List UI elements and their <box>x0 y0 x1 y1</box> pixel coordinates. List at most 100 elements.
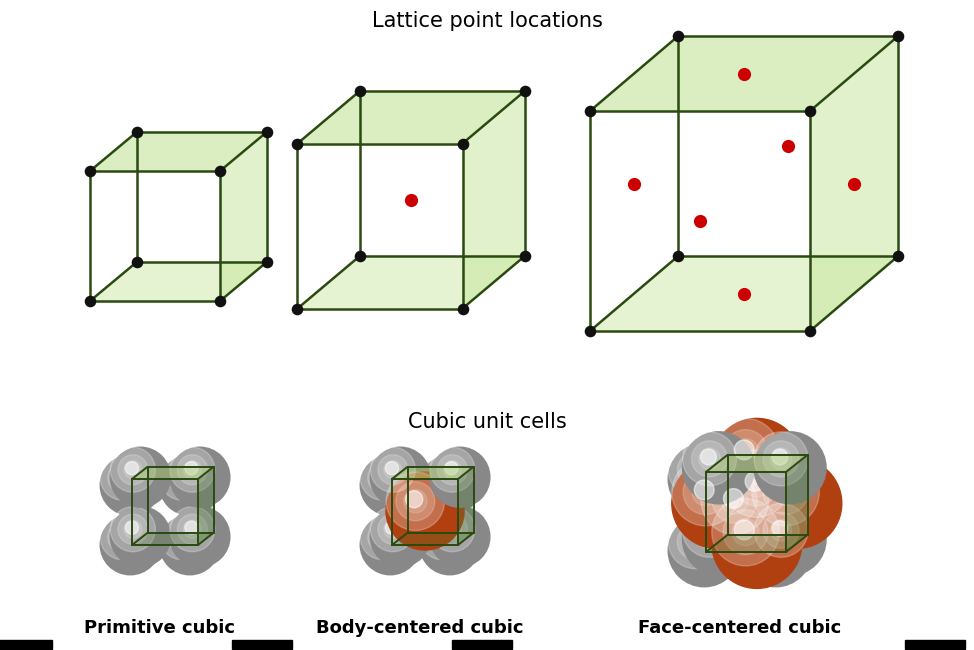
Circle shape <box>700 449 717 465</box>
Text: Primitive cubic: Primitive cubic <box>85 619 236 637</box>
Point <box>289 138 305 149</box>
Circle shape <box>428 522 457 552</box>
Circle shape <box>115 470 129 483</box>
Circle shape <box>756 460 777 481</box>
Circle shape <box>360 455 420 515</box>
Circle shape <box>378 455 408 485</box>
Point <box>670 251 686 261</box>
Circle shape <box>437 514 468 544</box>
Circle shape <box>110 507 156 552</box>
Circle shape <box>420 515 480 575</box>
Circle shape <box>683 503 755 575</box>
Circle shape <box>772 449 788 465</box>
Circle shape <box>370 507 431 567</box>
Point <box>626 178 642 188</box>
Circle shape <box>160 515 220 575</box>
Circle shape <box>100 515 161 575</box>
Circle shape <box>433 528 451 546</box>
Point <box>803 106 818 116</box>
Circle shape <box>701 467 768 534</box>
Circle shape <box>683 432 736 486</box>
Circle shape <box>118 455 148 485</box>
Circle shape <box>754 503 826 575</box>
Point <box>670 31 686 42</box>
Circle shape <box>375 470 389 483</box>
Circle shape <box>118 514 148 544</box>
Circle shape <box>712 499 802 588</box>
Polygon shape <box>392 467 473 479</box>
Circle shape <box>173 469 191 487</box>
Bar <box>905 640 965 649</box>
Circle shape <box>668 443 740 515</box>
Circle shape <box>360 455 405 500</box>
Circle shape <box>723 510 768 554</box>
Point <box>517 86 533 96</box>
Circle shape <box>693 478 719 506</box>
Circle shape <box>374 469 392 487</box>
Circle shape <box>774 480 794 500</box>
Circle shape <box>114 469 131 487</box>
Circle shape <box>437 455 468 485</box>
Polygon shape <box>706 535 807 552</box>
Circle shape <box>732 439 759 465</box>
Circle shape <box>433 469 451 487</box>
Circle shape <box>110 447 156 492</box>
Circle shape <box>723 430 768 474</box>
Circle shape <box>174 470 188 483</box>
Circle shape <box>772 521 788 536</box>
Point <box>259 127 275 137</box>
Circle shape <box>743 470 769 497</box>
Circle shape <box>168 522 198 552</box>
Circle shape <box>185 521 198 534</box>
Polygon shape <box>786 455 807 552</box>
Circle shape <box>734 440 754 460</box>
Circle shape <box>430 447 475 492</box>
Circle shape <box>177 514 207 544</box>
Circle shape <box>434 470 448 483</box>
Circle shape <box>723 450 812 540</box>
Point <box>353 250 368 261</box>
Point <box>455 304 470 314</box>
Circle shape <box>395 482 434 521</box>
Circle shape <box>115 529 129 542</box>
Polygon shape <box>590 36 898 111</box>
Circle shape <box>368 522 397 552</box>
Circle shape <box>420 515 465 560</box>
Circle shape <box>386 462 398 474</box>
Point <box>780 141 796 151</box>
Circle shape <box>752 458 842 549</box>
Circle shape <box>378 514 408 544</box>
Circle shape <box>100 455 161 515</box>
Circle shape <box>169 447 230 507</box>
Circle shape <box>763 470 808 515</box>
Circle shape <box>732 519 759 545</box>
Circle shape <box>687 532 702 548</box>
Circle shape <box>384 520 402 538</box>
Circle shape <box>668 515 740 587</box>
Circle shape <box>169 447 215 492</box>
Circle shape <box>677 452 713 488</box>
Circle shape <box>114 528 131 546</box>
Circle shape <box>384 461 402 478</box>
Point <box>82 296 97 306</box>
Polygon shape <box>220 132 267 301</box>
Text: Lattice point locations: Lattice point locations <box>371 11 603 31</box>
Circle shape <box>745 471 765 491</box>
Circle shape <box>108 463 137 493</box>
Circle shape <box>108 522 137 552</box>
Point <box>403 194 419 205</box>
Circle shape <box>110 507 170 567</box>
Circle shape <box>694 480 714 500</box>
Circle shape <box>683 503 736 557</box>
Circle shape <box>174 529 188 542</box>
Point <box>82 166 97 176</box>
Circle shape <box>683 470 728 515</box>
Polygon shape <box>706 455 807 472</box>
Circle shape <box>698 519 721 541</box>
Text: Cubic unit cells: Cubic unit cells <box>408 412 566 432</box>
Point <box>455 138 470 149</box>
Circle shape <box>443 461 462 478</box>
Circle shape <box>739 515 811 587</box>
Circle shape <box>672 458 762 549</box>
Circle shape <box>687 461 702 476</box>
